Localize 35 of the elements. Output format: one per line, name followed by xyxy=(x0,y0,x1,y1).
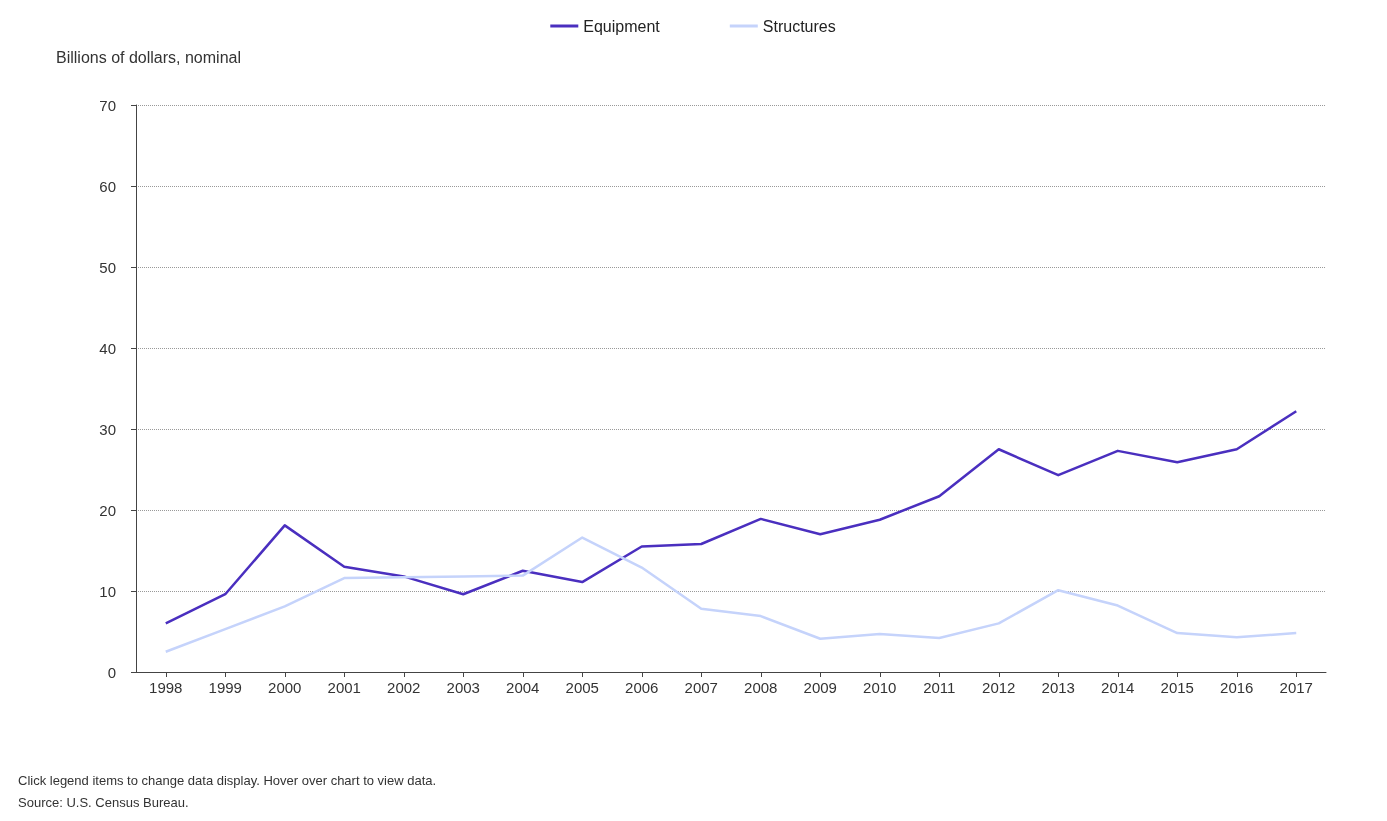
legend-label: Structures xyxy=(762,17,836,35)
x-tick-label: 2006 xyxy=(625,679,659,696)
x-tick-label: 1999 xyxy=(208,679,242,696)
legend-label: Equipment xyxy=(583,17,661,35)
y-tick-label: 70 xyxy=(99,96,116,114)
y-tick-label: 10 xyxy=(99,582,116,600)
x-tick-label: 2014 xyxy=(1101,679,1135,696)
x-tick-label: 2016 xyxy=(1220,679,1254,696)
y-tick-label: 0 xyxy=(107,663,116,681)
x-tick-label: 2011 xyxy=(923,679,956,696)
y-tick-label: 30 xyxy=(99,420,116,438)
x-tick-label: 2001 xyxy=(327,679,361,696)
y-tick-label: 60 xyxy=(99,177,116,195)
y-axis-title: Billions of dollars, nominal xyxy=(56,48,241,66)
line-series xyxy=(164,409,1298,625)
x-tick-label: 2013 xyxy=(1041,679,1075,696)
source-note: Source: U.S. Census Bureau. xyxy=(18,795,189,810)
x-tick-label: 2003 xyxy=(446,679,480,696)
x-tick-label: 2007 xyxy=(684,679,718,696)
y-tick-label: 50 xyxy=(99,258,116,276)
x-tick-label: 1998 xyxy=(149,679,183,696)
x-tick-label: 2002 xyxy=(387,679,421,696)
x-tick-label: 2010 xyxy=(863,679,897,696)
x-tick-label: 2017 xyxy=(1279,679,1313,696)
x-tick-label: 2008 xyxy=(744,679,778,696)
line-series xyxy=(164,536,1298,653)
x-tick-label: 2012 xyxy=(982,679,1016,696)
x-tick-label: 2005 xyxy=(565,679,599,696)
y-tick-label: 20 xyxy=(99,501,116,519)
x-tick-label: 2015 xyxy=(1160,679,1194,696)
x-tick-label: 2000 xyxy=(268,679,302,696)
x-tick-label: 2009 xyxy=(803,679,837,696)
y-tick-label: 40 xyxy=(99,339,116,357)
text: Click legend items to change data display. Hover over chart to view data. xyxy=(18,773,437,788)
x-tick-label: 2004 xyxy=(506,679,540,696)
